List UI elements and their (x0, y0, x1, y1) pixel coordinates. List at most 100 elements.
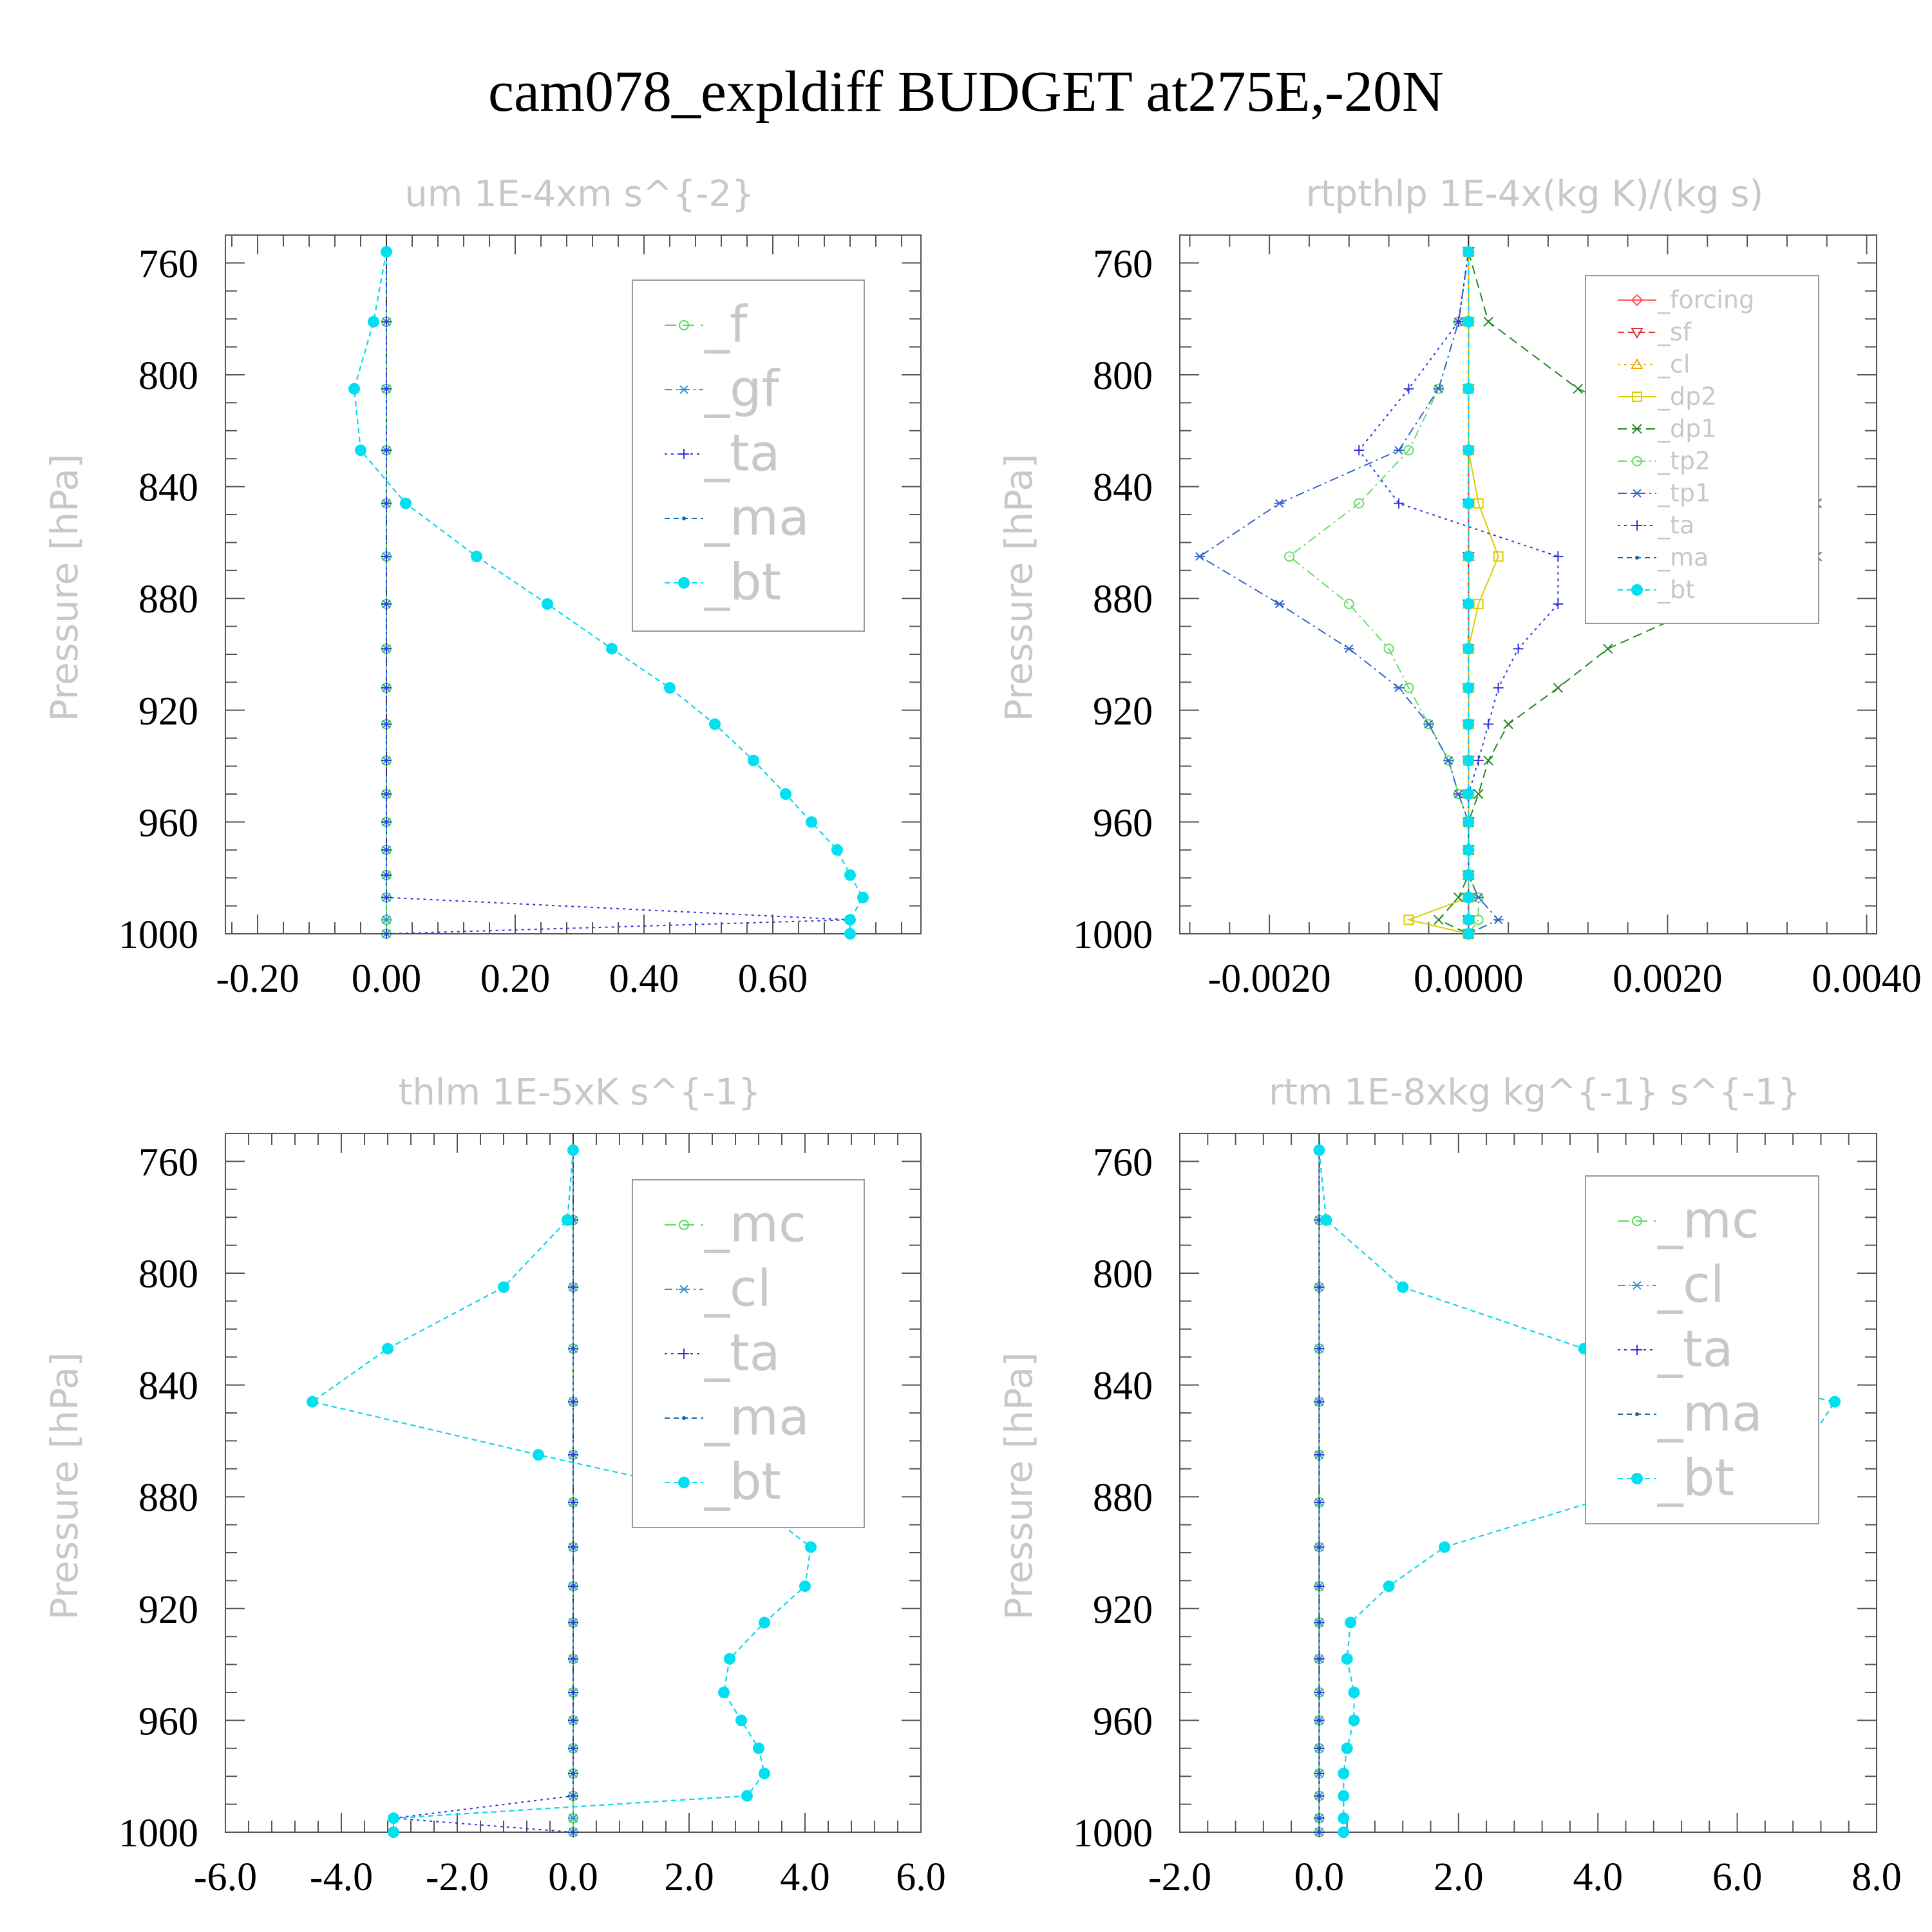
data-point-shape (606, 643, 618, 655)
data-point (1463, 682, 1475, 694)
data-point-d2 (1274, 498, 1284, 508)
data-point-shape (1320, 1214, 1332, 1226)
y-tick-label: 1000 (118, 1812, 198, 1855)
legend-marker (679, 449, 689, 459)
y-axis-label: Pressure [hPa] (997, 453, 1041, 721)
legend-marker-shape (1635, 1412, 1639, 1416)
legend-item: _ma (1618, 544, 1709, 572)
legend-marker (679, 1220, 689, 1230)
y-tick-label: 880 (1093, 1476, 1153, 1520)
chart-panel-4: rtm 1E-8xkg kg^{-1} s^{-1} Pressure [hPa]… (997, 1072, 1902, 1899)
data-point-shape (1463, 316, 1475, 328)
data-point (568, 1827, 578, 1837)
y-tick-label: 760 (1093, 1141, 1153, 1184)
data-point-d2 (1573, 383, 1583, 394)
legend: _mc _cl _ta _ma _bt (632, 1179, 865, 1528)
data-point-shape (382, 1343, 393, 1355)
data-point (381, 915, 392, 925)
data-point (1341, 1742, 1353, 1754)
legend-marker (1632, 424, 1642, 434)
series-tp1 (1194, 247, 1504, 938)
legend-label: _dp1 (1657, 415, 1716, 443)
data-point (1338, 1826, 1350, 1838)
data-point-shape (1463, 718, 1475, 730)
legend-label: _ma (704, 1389, 810, 1447)
data-point-shape (1403, 914, 1414, 925)
data-point (1314, 1813, 1325, 1824)
data-point (1463, 891, 1475, 904)
data-point-shape (759, 1616, 770, 1629)
legend-item: _bt (665, 554, 781, 612)
legend-marker (1631, 1473, 1643, 1484)
data-point-d2 (1503, 719, 1513, 730)
data-point-d2 (382, 915, 391, 925)
data-point (1403, 445, 1414, 456)
data-point (709, 718, 721, 730)
data-point (1320, 1214, 1332, 1226)
data-point-shape (1341, 1742, 1353, 1754)
data-point (753, 1742, 764, 1754)
x-tick-label: -0.20 (216, 957, 299, 1001)
data-point-shape (1403, 445, 1414, 456)
legend-marker (1635, 556, 1639, 560)
y-tick-label: 800 (138, 354, 198, 398)
data-point-shape (388, 1812, 399, 1824)
data-point-shape (1383, 1580, 1395, 1593)
x-tick-label: 0.0 (548, 1855, 598, 1899)
data-point (498, 1281, 509, 1293)
data-point-shape (1473, 914, 1484, 925)
data-point (1473, 914, 1484, 925)
x-tick-label: 0.0000 (1414, 957, 1524, 1001)
x-tick-label: 0.0 (1294, 1855, 1345, 1899)
data-point (1284, 551, 1295, 562)
data-point-shape (806, 816, 817, 828)
x-tick-label: -2.0 (1148, 1855, 1211, 1899)
data-point (1274, 600, 1285, 609)
data-point-d2 (1602, 643, 1613, 654)
x-tick-label: 6.0 (1712, 1855, 1763, 1899)
data-point-shape (1463, 383, 1475, 395)
data-point-shape (348, 383, 360, 395)
data-point (1314, 1687, 1325, 1698)
legend-marker (679, 1349, 689, 1359)
legend-marker-shape (1631, 584, 1643, 596)
y-tick-label: 920 (138, 690, 198, 734)
legend-item: _tp1 (1618, 479, 1710, 507)
data-point-shape (748, 754, 759, 766)
data-point-d2 (1424, 719, 1434, 729)
data-point-shape (844, 928, 856, 940)
legend-marker-shape (1631, 357, 1643, 369)
data-point-shape (741, 1790, 753, 1802)
data-point (1348, 1714, 1360, 1727)
legend-marker (1632, 1216, 1642, 1226)
data-point-shape (759, 1767, 770, 1779)
data-point (1463, 844, 1475, 856)
legend-item: _mc (665, 1196, 806, 1254)
data-point-shape (471, 551, 482, 563)
data-point (1503, 719, 1513, 730)
x-tick-label: 0.0040 (1812, 957, 1922, 1001)
data-point-d2 (1394, 446, 1403, 455)
data-point (1463, 914, 1475, 926)
data-point (471, 551, 482, 563)
data-point (1493, 915, 1504, 925)
legend-marker (1632, 520, 1642, 531)
data-point-shape (1348, 1714, 1360, 1727)
y-tick-label: 800 (138, 1253, 198, 1296)
legend-item: _ta (1618, 1321, 1733, 1379)
legend-item: _cl (665, 1260, 772, 1318)
legend-marker-shape (682, 516, 686, 520)
legend: _forcing _sf _cl _dp2 _dp1 _tp2 _tp1 _ta _ma _bt (1585, 275, 1819, 624)
x-tick-label: 6.0 (896, 1855, 946, 1899)
data-point-shape (1338, 1767, 1350, 1779)
legend-item: _mc (1618, 1192, 1759, 1250)
data-point-shape (1829, 1396, 1841, 1408)
data-point (1314, 1581, 1325, 1592)
data-point-shape (1397, 1281, 1409, 1293)
y-axis-label: Pressure [hPa] (43, 453, 86, 721)
data-point (1383, 643, 1394, 654)
data-point-shape (562, 1214, 573, 1226)
legend-label: _bt (1657, 576, 1695, 604)
data-point (1397, 1281, 1409, 1293)
x-tick-label: 0.60 (738, 957, 808, 1001)
